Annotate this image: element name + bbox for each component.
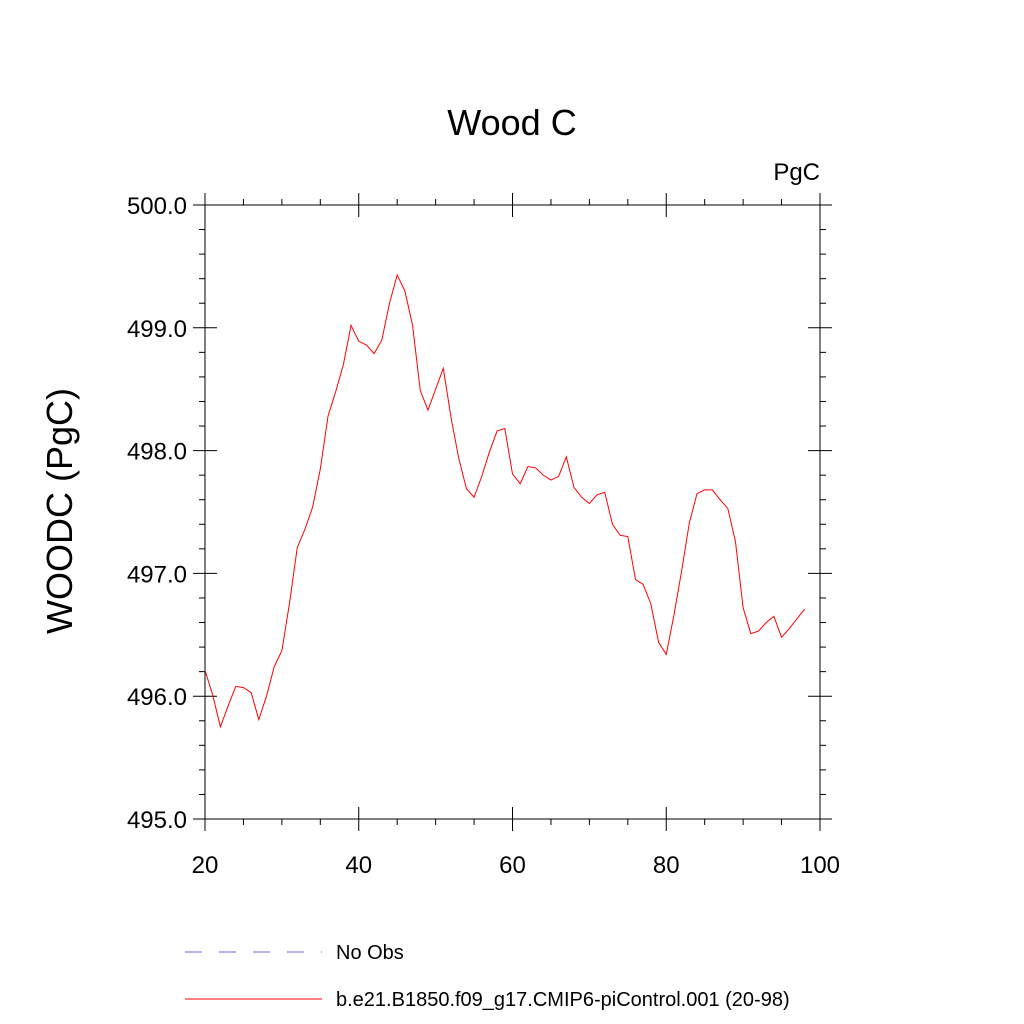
- y-tick-label: 500.0: [127, 193, 187, 220]
- y-tick-label: 498.0: [127, 439, 187, 466]
- legend-label-0: No Obs: [336, 942, 404, 964]
- y-tick-label: 495.0: [127, 807, 187, 834]
- y-tick-label: 499.0: [127, 316, 187, 343]
- legend: No Obs b.e21.B1850.f09_g17.CMIP6-piContro…: [185, 942, 790, 1011]
- units-label: PgC: [773, 159, 820, 186]
- y-axis-label: WOODC (PgC): [39, 388, 80, 634]
- axis-tick-labels: 20 40 60 80 100 495.0 496.0 497.0 498.0 499.0 500.…: [127, 193, 840, 879]
- y-tick-label: 496.0: [127, 684, 187, 711]
- y-tick-label: 497.0: [127, 561, 187, 588]
- chart-title: Wood C: [447, 102, 576, 143]
- plot-frame: [204, 204, 821, 820]
- series-line-1: [204, 273, 806, 729]
- x-tick-label: 60: [499, 852, 526, 879]
- x-tick-label: 100: [800, 852, 840, 879]
- x-tick-label: 80: [653, 852, 680, 879]
- x-tick-label: 40: [345, 852, 372, 879]
- x-tick-label: 20: [192, 852, 219, 879]
- axis-ticks: [193, 193, 832, 831]
- series-lines: [204, 273, 806, 729]
- legend-label-1: b.e21.B1850.f09_g17.CMIP6-piControl.001 …: [336, 989, 790, 1011]
